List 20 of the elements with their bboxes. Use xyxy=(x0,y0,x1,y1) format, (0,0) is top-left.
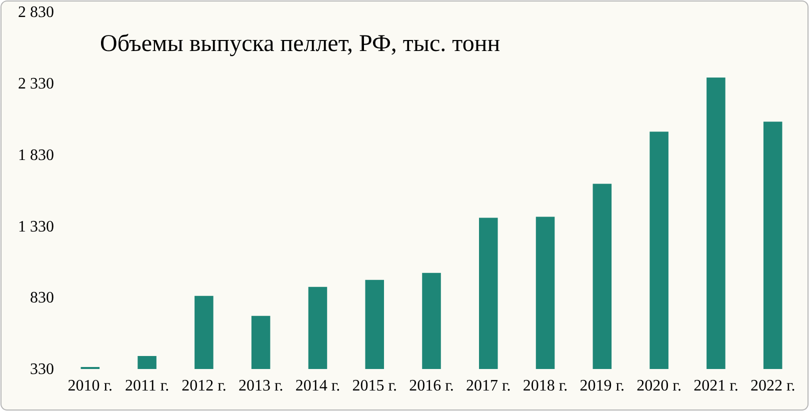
x-tick-label: 2013 г. xyxy=(238,377,284,394)
x-tick-label: 2018 г. xyxy=(522,377,568,394)
text: Объемы выпуска пеллет, РФ, тыс. тонн xyxy=(100,31,500,57)
x-tick-label: 2015 г. xyxy=(352,377,397,394)
x-tick-label: 2016 г. xyxy=(409,377,454,394)
x-tick-label: 2017 г. xyxy=(466,377,511,394)
x-tick-label: 2020 г. xyxy=(636,377,682,394)
x-tick-label: 2021 г. xyxy=(694,377,738,394)
y-tick-label: 2 830 xyxy=(18,4,54,22)
x-tick-label: 2011 г. xyxy=(124,377,170,394)
x-tick-label: 2019 г. xyxy=(580,377,625,394)
y-tick-label: 330 xyxy=(30,361,54,378)
x-tick-label: 2022 г. xyxy=(750,377,796,394)
y-tick-label: 1 330 xyxy=(18,218,54,236)
x-tick-label: 2014 г. xyxy=(295,377,340,394)
x-tick-label: 2012 г. xyxy=(182,377,226,394)
y-tick-label: 830 xyxy=(30,290,54,307)
y-tick-label: 2 330 xyxy=(18,76,54,93)
y-tick-label: 1 830 xyxy=(18,146,54,164)
x-tick-label: 2010 г. xyxy=(68,377,113,394)
